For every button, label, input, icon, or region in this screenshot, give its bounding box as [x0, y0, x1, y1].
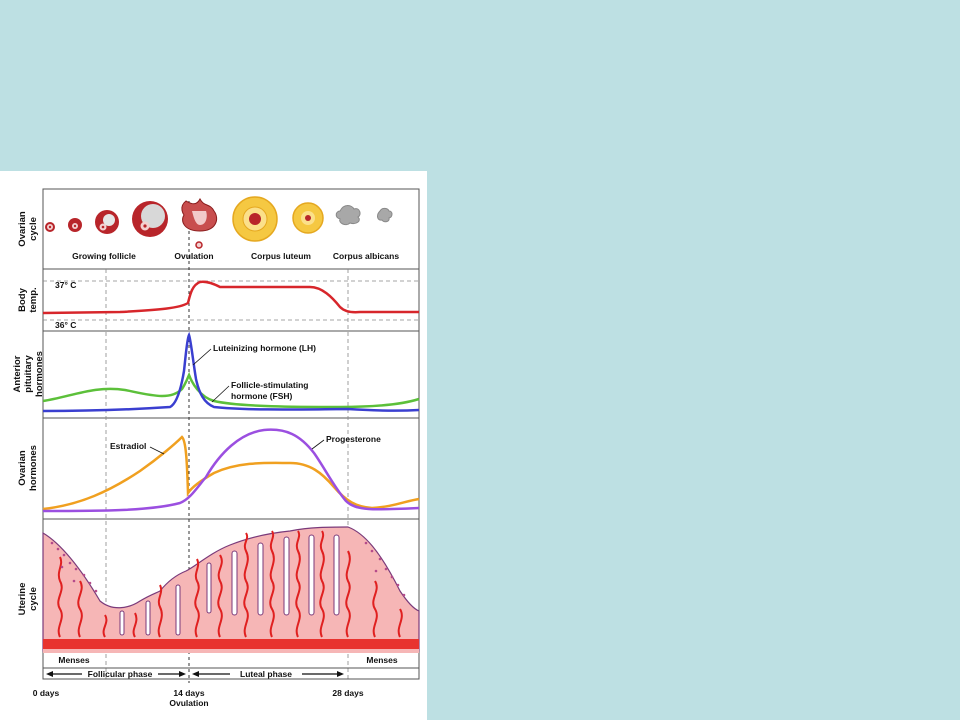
fsh-leader	[211, 385, 230, 403]
ovulation-icon	[181, 197, 218, 249]
spiral-arteries	[57, 530, 403, 638]
progesterone-curve	[42, 428, 420, 513]
axis-label-day0: 0 days	[33, 688, 60, 698]
estradiol-curve	[42, 435, 420, 511]
fsh-curve	[42, 371, 420, 409]
axis-label-ovulation: Ovulation	[169, 698, 208, 708]
temp-panel	[42, 268, 420, 332]
lh-leader	[192, 348, 212, 366]
lh-label: Luteinizing hormone (LH)	[213, 343, 316, 353]
corpus-albicans-icon	[335, 205, 361, 226]
ovarian-icons	[45, 196, 393, 249]
menses-label-start: Menses	[58, 655, 89, 665]
temp-36-label: 36° C	[55, 320, 76, 330]
dashed-guides	[43, 269, 419, 679]
luteal-phase-label: Luteal phase	[240, 669, 292, 679]
label-growing-follicle: Growing follicle	[72, 251, 136, 261]
follicular-phase-label: Follicular phase	[88, 669, 153, 679]
axis-label-day14: 14 days	[173, 688, 204, 698]
basal-vessel-band	[43, 639, 419, 649]
row-labels: Ovariancycle Bodytemp. Anteriorpituitary…	[12, 211, 45, 615]
follicle-icon	[132, 201, 168, 237]
axis-label-day28: 28 days	[332, 688, 363, 698]
progesterone-leader	[311, 439, 325, 450]
row-label-anterior-pituitary: Anteriorpituitaryhormones	[12, 351, 45, 397]
row-label-ovarian-hormones: Ovarianhormones	[17, 445, 39, 491]
label-corpus-luteum: Corpus luteum	[251, 251, 311, 261]
cycle-diagram: Ovariancycle Bodytemp. Anteriorpituitary…	[12, 188, 420, 708]
endometrium	[42, 526, 420, 653]
corpus-luteum-icon	[292, 202, 324, 234]
follicle-icon	[45, 222, 55, 232]
follicle-icon	[68, 218, 82, 232]
follicle-icon	[95, 210, 119, 234]
fsh-label-line2: hormone (FSH)	[231, 391, 293, 401]
row-label-ovarian-cycle: Ovariancycle	[17, 211, 39, 247]
temp-curve	[42, 280, 419, 315]
luteal-arrow	[192, 671, 344, 677]
endometrial-glands	[119, 534, 340, 636]
fsh-label-line1: Follicle-stimulating	[231, 380, 308, 390]
label-corpus-albicans: Corpus albicans	[333, 251, 399, 261]
estradiol-leader	[149, 446, 165, 455]
temp-37-label: 37° C	[55, 280, 76, 290]
corpus-albicans-icon	[377, 207, 393, 223]
menstrual-debris	[50, 541, 406, 597]
progesterone-label: Progesterone	[326, 434, 381, 444]
follicular-arrow	[46, 671, 186, 677]
lh-curve	[42, 331, 420, 413]
menstrual-cycle-figure: Ovariancycle Bodytemp. Anteriorpituitary…	[0, 171, 427, 720]
row-label-uterine-cycle: Uterinecycle	[17, 583, 39, 616]
corpus-luteum-icon	[232, 196, 278, 242]
estradiol-label: Estradiol	[110, 441, 146, 451]
menses-label-end: Menses	[366, 655, 397, 665]
row-label-body-temp: Bodytemp.	[17, 287, 39, 312]
label-ovulation: Ovulation	[174, 251, 213, 261]
